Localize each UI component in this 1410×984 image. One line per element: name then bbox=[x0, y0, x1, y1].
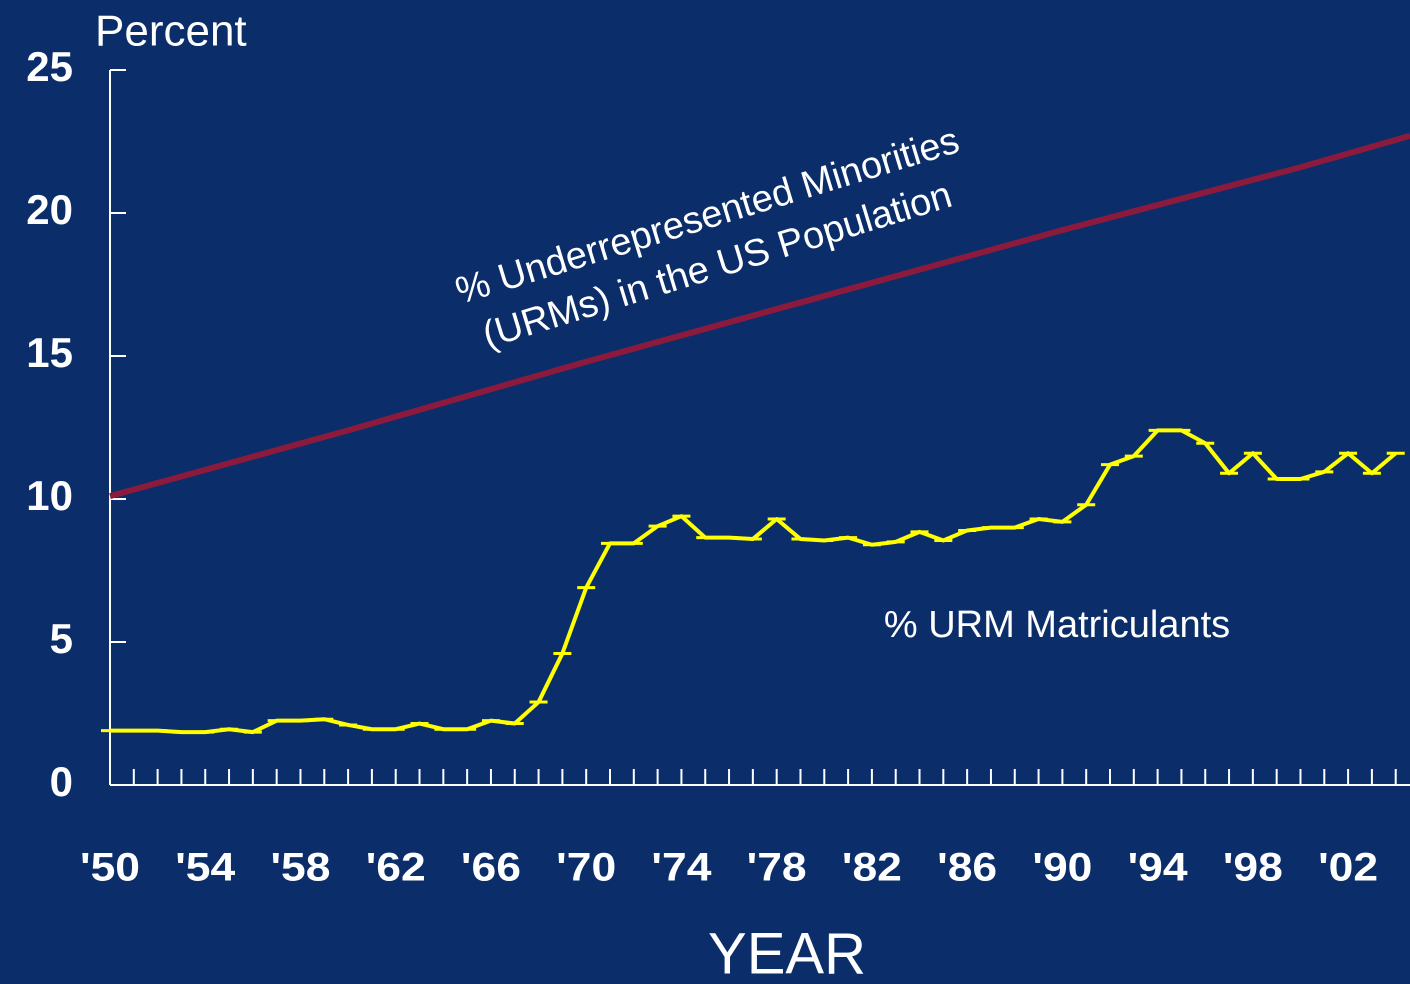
series-line bbox=[110, 428, 1397, 735]
x-tick-label: '62 bbox=[366, 846, 426, 890]
x-tick-label: '78 bbox=[747, 846, 807, 890]
x-tick-label: '54 bbox=[175, 846, 236, 890]
x-tick-label: '74 bbox=[651, 846, 712, 890]
y-axis-label: Percent bbox=[95, 7, 247, 56]
y-tick-label: 25 bbox=[26, 43, 73, 90]
x-tick-label: '94 bbox=[1128, 846, 1189, 890]
y-tick-label: 20 bbox=[26, 186, 73, 233]
x-tick-label: '82 bbox=[842, 846, 902, 890]
x-tick-label: '66 bbox=[461, 846, 521, 890]
y-tick-label: 15 bbox=[26, 329, 73, 376]
x-tick-label: '50 bbox=[80, 846, 140, 890]
x-tick-label: '70 bbox=[556, 846, 616, 890]
y-tick-label: 0 bbox=[50, 758, 73, 805]
x-tick-label: '98 bbox=[1223, 846, 1283, 890]
x-tick-label: '02 bbox=[1318, 846, 1378, 890]
annotation: % URM Matriculants bbox=[884, 604, 1230, 646]
x-tick-label: '90 bbox=[1032, 846, 1092, 890]
x-tick-label: '86 bbox=[937, 846, 997, 890]
x-tick-label: '58 bbox=[270, 846, 330, 890]
series-line bbox=[109, 132, 1410, 500]
y-tick-label: 5 bbox=[50, 615, 73, 662]
y-tick-label: 10 bbox=[26, 472, 73, 519]
x-axis-label: YEAR bbox=[708, 921, 866, 984]
